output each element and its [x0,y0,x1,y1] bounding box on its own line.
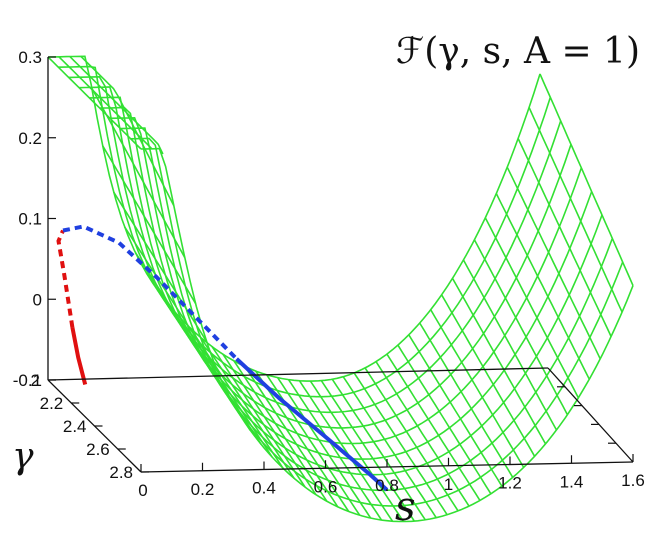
data-curve [235,357,389,492]
mesh-line-s [287,379,383,521]
mesh-line-s [233,360,328,502]
mesh-line-s [539,73,634,286]
s-tick-label: 1.2 [498,474,522,493]
s-tick-label: 0.6 [314,477,338,496]
mesh-line-s [222,353,317,496]
mesh-line-gamma [109,116,603,476]
mesh-line-gamma [58,65,552,398]
mesh-line-s [200,337,295,479]
z-tick-label: 0.1 [18,210,42,229]
mesh-line-s [244,365,339,508]
z-tick-label: 0 [33,290,42,309]
mesh-line-s [112,191,208,343]
mesh-line-gamma [68,75,562,414]
y-axis-title: γ [12,436,34,477]
chart-title: ℱ(γ, s, A = 1) [396,31,640,72]
mesh-line-s [495,193,591,380]
mesh-line-s [353,372,448,516]
back-floor-line [47,367,549,381]
right-floor-line [547,367,634,463]
mesh-line-s [375,361,470,507]
data-curve [62,224,239,361]
mesh-line-s [386,353,481,501]
mesh-line-s [517,138,612,337]
mesh-line-s [440,294,536,457]
curves-layer [56,224,389,492]
mesh-line-s [506,166,601,360]
mesh-line-gamma [47,55,541,382]
mesh-line-s [462,259,558,431]
mesh-line-s [408,334,503,487]
s-tick-label: 1.4 [560,472,584,491]
ticks-layer: -0.100.10.20.30 0.2 0.4 0.6 0.8 1 1.2 1.4 1.622.… [13,48,645,500]
z-tick-label: 0.2 [18,129,42,148]
mesh-line-s [309,380,405,523]
mesh-line-gamma [140,147,634,523]
mesh-line-s [342,376,437,519]
mesh-line-s [276,377,372,519]
mesh-line-s [211,346,306,488]
data-curve [70,327,88,386]
mesh-line-s [430,309,525,468]
mesh-line-s [397,344,492,495]
gamma-tick-label: 2 [31,371,40,390]
gamma-tick-label: 2.2 [40,394,64,413]
s-tick-label: 0 [138,481,147,500]
mesh-line-s [528,107,623,313]
data-curve [56,229,75,328]
gamma-tick-label: 2.4 [63,417,87,436]
mesh-line-gamma [78,86,572,429]
mesh-line-s [69,56,164,155]
mesh-line-s [320,380,415,522]
mesh-line-s [298,380,394,522]
z-tick-label: 0.3 [18,48,42,67]
s-tick-label: 0.8 [375,476,399,495]
mesh-line-s [419,322,514,478]
mesh-line-s [484,217,580,399]
mesh-line-s [255,370,350,512]
x-axis-title: s [395,484,416,530]
mesh-line-gamma [120,127,614,492]
s-tick-label: 0.2 [191,480,215,499]
s-tick-label: 0.4 [252,479,276,498]
mesh-line-gamma [130,137,624,507]
mesh-line-s [102,145,197,305]
mesh-line-s [90,87,186,258]
z-tick-label: -0.1 [13,371,42,390]
s-tick-label: 1 [444,475,453,494]
mesh-line-s [364,367,459,512]
mesh-line-s [451,277,547,445]
mesh-line-s [331,378,426,521]
mesh-line-s [473,239,569,416]
s-tick-label: 1.6 [621,471,645,490]
mesh-line-gamma [99,106,593,460]
gamma-tick-label: 2.8 [109,463,133,482]
gamma-tick-label: 2.6 [86,440,110,459]
